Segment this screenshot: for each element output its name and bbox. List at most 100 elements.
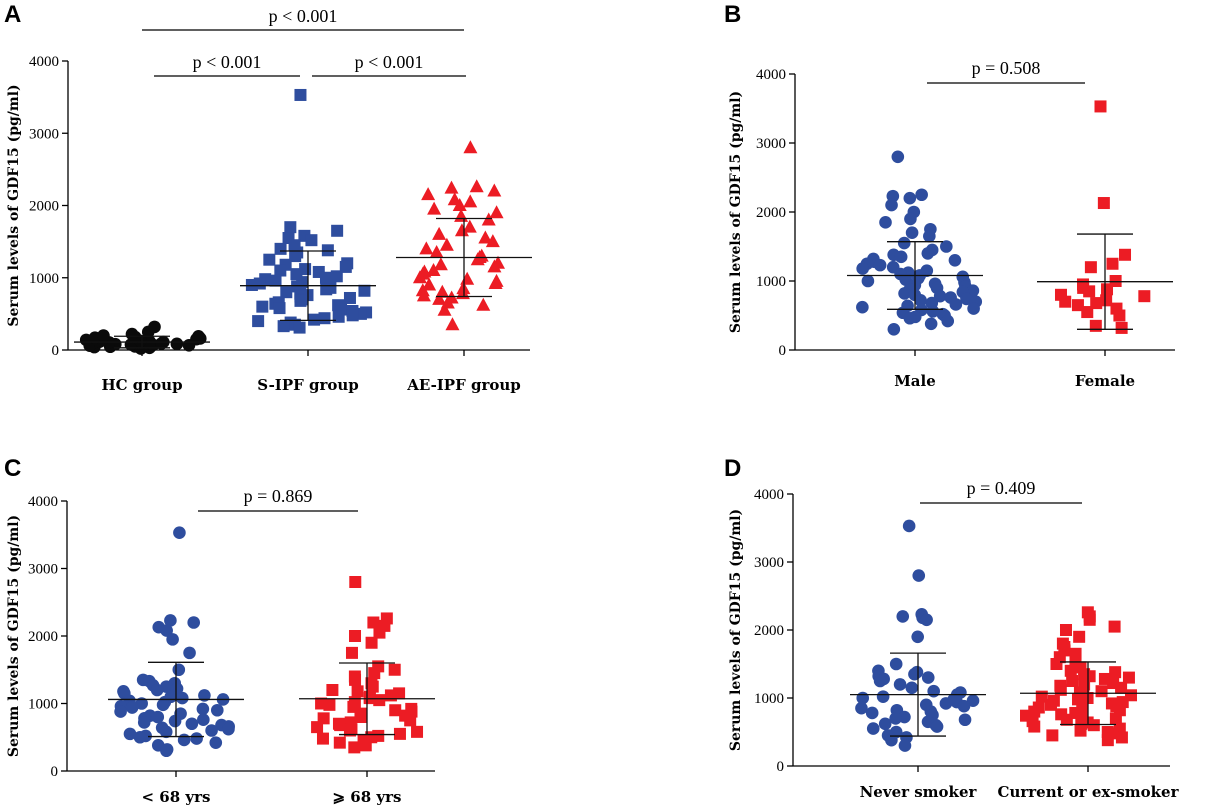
x-category-label: Male <box>894 372 936 390</box>
data-point <box>160 744 173 758</box>
data-point <box>133 730 147 744</box>
data-point <box>426 263 441 277</box>
data-point <box>159 725 173 739</box>
data-point <box>427 201 442 215</box>
data-point <box>939 697 953 710</box>
y-tick-label: 2000 <box>28 629 58 645</box>
panel-letter: C <box>4 455 21 482</box>
p-value-label: p < 0.001 <box>193 52 262 72</box>
data-point <box>365 636 378 649</box>
data-point <box>878 717 892 731</box>
data-point <box>893 678 907 691</box>
data-point <box>326 684 339 696</box>
y-tick-label: 0 <box>52 343 60 359</box>
data-point <box>865 706 879 720</box>
data-point <box>416 288 431 302</box>
y-tick-label: 4000 <box>754 487 784 503</box>
data-point <box>367 616 380 629</box>
data-point <box>137 716 151 729</box>
data-point <box>898 287 911 300</box>
y-tick-label: 4000 <box>29 54 59 70</box>
data-point <box>319 271 332 284</box>
data-point <box>280 286 293 299</box>
data-point <box>125 701 139 714</box>
data-point <box>277 320 290 333</box>
y-tick-label: 3000 <box>756 136 786 152</box>
data-point <box>209 736 223 749</box>
data-point <box>388 663 401 676</box>
data-point <box>151 710 165 724</box>
data-point <box>196 702 210 716</box>
data-point <box>308 313 321 326</box>
data-point <box>343 291 356 304</box>
data-point <box>904 212 917 226</box>
data-point <box>478 230 493 244</box>
data-point <box>1089 319 1102 332</box>
data-point <box>460 271 475 285</box>
data-point <box>905 681 919 695</box>
data-point <box>439 237 454 251</box>
y-tick-label: 3000 <box>29 126 59 142</box>
data-point <box>1083 613 1096 626</box>
data-point <box>866 722 880 735</box>
series-2 <box>396 140 532 331</box>
data-point <box>1066 675 1079 687</box>
data-point <box>432 226 447 240</box>
data-point <box>348 741 361 754</box>
data-point <box>911 630 925 644</box>
data-point <box>470 252 485 266</box>
data-point <box>966 694 980 708</box>
data-point <box>421 187 436 201</box>
data-point <box>331 224 344 237</box>
data-point <box>887 323 901 336</box>
data-point <box>334 719 347 732</box>
data-point <box>924 317 938 331</box>
data-point <box>274 242 287 255</box>
x-category-label: AE-IPF group <box>406 376 521 394</box>
data-point <box>899 273 913 286</box>
data-point <box>433 257 448 271</box>
data-point <box>885 198 898 212</box>
p-value-label: p < 0.001 <box>269 6 338 26</box>
data-point <box>305 234 318 247</box>
data-point <box>861 274 875 288</box>
data-point <box>170 337 184 351</box>
data-point <box>489 205 504 219</box>
data-point <box>294 88 307 101</box>
data-point <box>933 289 947 303</box>
x-category-label: HC group <box>101 376 182 394</box>
data-point <box>345 646 358 659</box>
data-point <box>135 697 148 710</box>
data-point <box>349 576 362 588</box>
data-point <box>1087 719 1100 732</box>
y-tick-label: 1000 <box>28 697 58 713</box>
data-point <box>373 694 386 707</box>
y-tick-label: 4000 <box>756 67 786 83</box>
data-point <box>316 732 329 745</box>
data-point <box>941 314 955 328</box>
data-point <box>463 194 478 208</box>
data-point <box>1060 713 1073 726</box>
y-tick-label: 0 <box>779 343 787 359</box>
data-point <box>908 667 921 681</box>
data-point <box>404 714 417 727</box>
data-point <box>1108 620 1121 633</box>
data-point <box>487 183 502 197</box>
data-point <box>164 614 177 627</box>
data-point <box>1109 712 1122 725</box>
data-point <box>476 297 491 311</box>
data-point <box>897 236 911 250</box>
data-point <box>487 259 502 273</box>
data-point <box>1095 685 1108 698</box>
series-0 <box>108 526 244 758</box>
data-point <box>1138 290 1151 303</box>
data-point <box>156 698 170 712</box>
data-point <box>346 309 359 322</box>
data-point <box>1059 624 1072 636</box>
data-point <box>948 253 962 267</box>
data-point <box>437 302 452 316</box>
y-tick-label: 0 <box>777 759 785 775</box>
p-value-label: p < 0.001 <box>355 52 424 72</box>
data-point <box>1064 664 1077 677</box>
